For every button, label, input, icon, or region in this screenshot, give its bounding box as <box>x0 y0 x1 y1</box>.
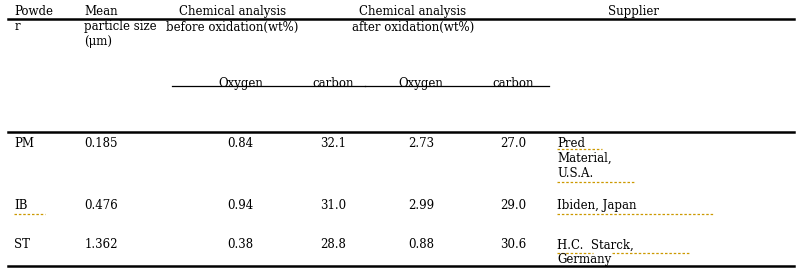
Text: 27.0: 27.0 <box>500 137 526 150</box>
Text: 0.94: 0.94 <box>228 199 253 212</box>
Text: 28.8: 28.8 <box>320 238 346 251</box>
Text: H.C.  Starck,
Germany: H.C. Starck, Germany <box>557 238 634 266</box>
Text: Pred
Material,
U.S.A.: Pred Material, U.S.A. <box>557 137 612 180</box>
Text: 1.362: 1.362 <box>84 238 118 251</box>
Text: 31.0: 31.0 <box>320 199 346 212</box>
Text: 0.88: 0.88 <box>408 238 434 251</box>
Text: 0.38: 0.38 <box>228 238 253 251</box>
Text: carbon: carbon <box>492 77 534 90</box>
Text: 29.0: 29.0 <box>500 199 526 212</box>
Text: 30.6: 30.6 <box>500 238 526 251</box>
Text: 0.84: 0.84 <box>228 137 253 150</box>
Text: Powde
r: Powde r <box>14 5 54 33</box>
Text: ST: ST <box>14 238 30 251</box>
Text: Chemical analysis
after oxidation(wt%): Chemical analysis after oxidation(wt%) <box>352 5 474 33</box>
Text: Ibiden, Japan: Ibiden, Japan <box>557 199 637 212</box>
Text: 2.99: 2.99 <box>408 199 434 212</box>
Text: Oxygen: Oxygen <box>399 77 444 90</box>
Text: PM: PM <box>14 137 34 150</box>
Text: Supplier: Supplier <box>608 5 659 18</box>
Text: 0.185: 0.185 <box>84 137 118 150</box>
Text: Oxygen: Oxygen <box>218 77 263 90</box>
Text: Mean
particle size
(μm): Mean particle size (μm) <box>84 5 157 48</box>
Text: 32.1: 32.1 <box>320 137 346 150</box>
Text: IB: IB <box>14 199 28 212</box>
Text: carbon: carbon <box>312 77 354 90</box>
Text: 2.73: 2.73 <box>408 137 434 150</box>
Text: Chemical analysis
before oxidation(wt%): Chemical analysis before oxidation(wt%) <box>166 5 299 33</box>
Text: 0.476: 0.476 <box>84 199 118 212</box>
